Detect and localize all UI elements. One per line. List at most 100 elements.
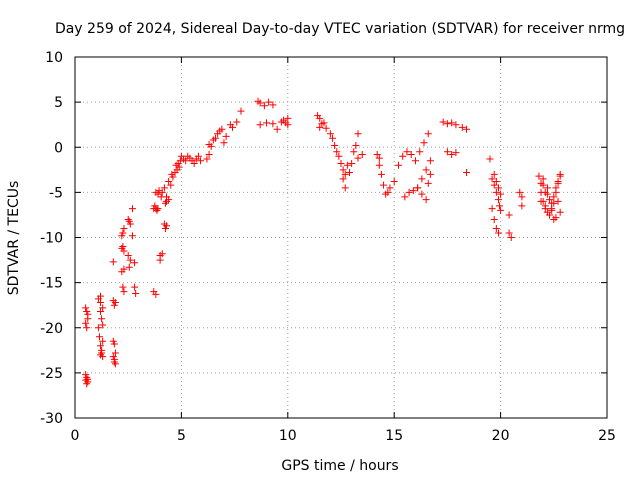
data-point bbox=[541, 202, 549, 210]
data-point bbox=[550, 199, 558, 207]
data-point bbox=[554, 197, 562, 205]
data-point bbox=[418, 175, 426, 183]
data-point bbox=[167, 181, 175, 189]
data-point bbox=[507, 234, 515, 241]
data-point bbox=[237, 107, 245, 115]
data-point bbox=[543, 184, 551, 192]
data-point bbox=[316, 114, 324, 122]
data-point bbox=[505, 211, 513, 219]
data-point bbox=[155, 187, 163, 195]
data-point bbox=[341, 170, 349, 178]
data-point bbox=[556, 170, 564, 178]
data-point bbox=[207, 142, 215, 150]
data-point bbox=[496, 202, 504, 210]
data-point bbox=[269, 120, 277, 128]
data-point bbox=[416, 148, 424, 156]
data-point bbox=[443, 148, 451, 156]
chart-title: Day 259 of 2024, Sidereal Day-to-day VTE… bbox=[55, 21, 625, 37]
data-point bbox=[82, 304, 90, 312]
data-point bbox=[490, 215, 498, 223]
data-point bbox=[131, 283, 139, 291]
data-point bbox=[373, 150, 381, 158]
data-point bbox=[405, 188, 413, 196]
y-tick-label: -25 bbox=[40, 366, 63, 382]
data-point bbox=[352, 141, 360, 149]
data-point bbox=[452, 149, 460, 157]
y-tick-label: -5 bbox=[49, 185, 63, 201]
data-point bbox=[218, 125, 226, 133]
data-point bbox=[326, 130, 334, 138]
data-point bbox=[539, 175, 547, 183]
data-point bbox=[84, 375, 92, 383]
data-point bbox=[346, 169, 354, 177]
data-point bbox=[99, 321, 107, 329]
data-point bbox=[335, 152, 343, 160]
data-point bbox=[375, 161, 383, 169]
y-axis-label: SDTVAR / TECUs bbox=[6, 181, 22, 296]
axis-ticks bbox=[74, 56, 608, 419]
data-point bbox=[399, 152, 407, 160]
data-point bbox=[119, 229, 127, 237]
data-point bbox=[128, 205, 136, 213]
data-point bbox=[350, 148, 358, 156]
data-point bbox=[284, 114, 292, 122]
data-point bbox=[343, 161, 351, 169]
data-point bbox=[505, 229, 513, 237]
data-point bbox=[153, 206, 161, 214]
data-point bbox=[492, 178, 500, 186]
x-tick-label: 10 bbox=[279, 428, 297, 444]
data-point bbox=[124, 252, 132, 260]
data-point bbox=[426, 157, 434, 165]
data-point bbox=[82, 319, 90, 327]
data-point bbox=[494, 196, 502, 204]
data-point bbox=[552, 188, 560, 196]
data-point bbox=[83, 324, 91, 332]
data-point bbox=[403, 148, 411, 156]
y-tick-label: 5 bbox=[54, 95, 63, 111]
data-point bbox=[328, 134, 336, 142]
data-point bbox=[160, 184, 168, 192]
data-point bbox=[497, 206, 505, 214]
data-point bbox=[452, 121, 460, 129]
data-point bbox=[539, 181, 547, 189]
data-point bbox=[126, 256, 134, 264]
data-point bbox=[158, 250, 166, 258]
data-point bbox=[233, 118, 241, 126]
data-point bbox=[119, 243, 127, 251]
data-point bbox=[494, 229, 502, 237]
data-point bbox=[339, 166, 347, 174]
data-point bbox=[337, 159, 345, 167]
data-point bbox=[354, 130, 362, 138]
data-point bbox=[543, 190, 551, 198]
data-point bbox=[95, 333, 103, 341]
data-point bbox=[550, 215, 558, 223]
data-point bbox=[407, 150, 415, 158]
data-point bbox=[182, 157, 190, 165]
data-point bbox=[348, 159, 356, 167]
data-point bbox=[94, 324, 102, 332]
data-point bbox=[358, 150, 366, 158]
data-point bbox=[120, 224, 128, 232]
x-tick-label: 20 bbox=[492, 428, 510, 444]
data-point bbox=[161, 199, 169, 207]
data-point bbox=[269, 101, 277, 109]
x-tick-label: 5 bbox=[177, 428, 186, 444]
data-point bbox=[152, 290, 160, 298]
data-point bbox=[256, 121, 264, 129]
data-point bbox=[273, 125, 281, 133]
data-point bbox=[384, 188, 392, 196]
data-point bbox=[463, 169, 471, 177]
data-point bbox=[518, 202, 526, 210]
y-tick-label: -20 bbox=[40, 321, 63, 337]
data-point bbox=[422, 166, 430, 174]
data-point bbox=[126, 220, 134, 228]
data-point bbox=[463, 125, 471, 133]
data-point bbox=[125, 263, 133, 271]
data-point bbox=[256, 99, 264, 107]
data-point bbox=[163, 222, 171, 230]
data-point bbox=[411, 157, 419, 165]
y-tick-labels: 10 5 0 -5 -10 -15 -20 -25 -30 bbox=[40, 50, 63, 427]
data-point bbox=[386, 184, 394, 192]
data-point bbox=[265, 98, 273, 106]
data-point bbox=[424, 179, 432, 187]
